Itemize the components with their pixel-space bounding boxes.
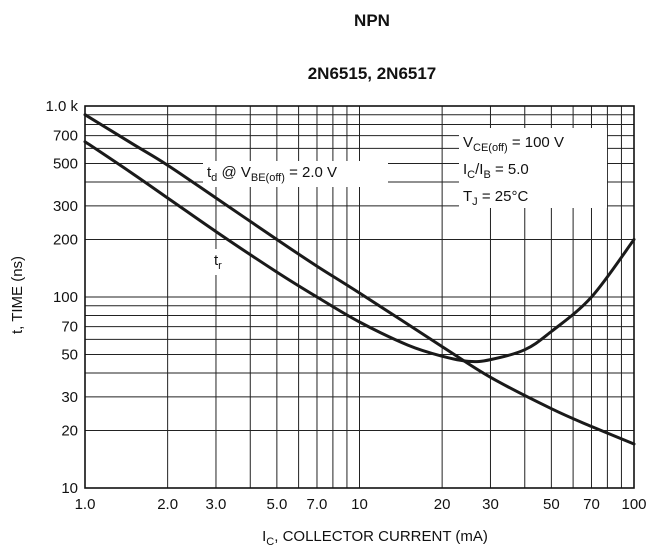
y-tick-label: 20 xyxy=(61,423,78,440)
series-td-line xyxy=(83,113,636,446)
y-tick-label: 200 xyxy=(53,232,78,249)
plot-frame xyxy=(84,105,635,489)
x-axis-label: IC, COLLECTOR CURRENT (mA) xyxy=(262,528,488,548)
x-tick-label: 100 xyxy=(621,496,646,513)
annotation-tj: TJ = 25°C xyxy=(463,188,528,208)
annotation-bg xyxy=(459,128,607,208)
series-tr-label: tr xyxy=(214,252,222,272)
series-td-label-bg xyxy=(203,161,388,187)
y-tick-label: 300 xyxy=(53,198,78,215)
annotation-vce: VCE(off) = 100 V xyxy=(463,134,564,154)
x-tick-label: 2.0 xyxy=(157,496,178,513)
x-axis-label-sub: C xyxy=(266,536,274,548)
conditions-annotation: VCE(off) = 100 V IC/IB = 5.0 TJ = 25°C xyxy=(459,128,607,208)
x-tick-label: 50 xyxy=(543,496,560,513)
series-labels: td @ VBE(off) = 2.0 V tr xyxy=(203,161,388,275)
x-axis-label-rest: , COLLECTOR CURRENT (mA) xyxy=(274,528,488,545)
series-layer xyxy=(83,113,636,446)
y-tick-label: 700 xyxy=(53,128,78,145)
tick-labels: 1.0 2.0 3.0 5.0 7.0 10 20 30 50 70 100 10 20 30 50 70 10… xyxy=(45,98,646,513)
x-tick-label: 10 xyxy=(351,496,368,513)
series-tr-line xyxy=(83,140,636,364)
y-tick-label: 70 xyxy=(61,319,78,336)
y-tick-label: 1.0 k xyxy=(45,98,78,115)
y-axis-label: t, TIME (ns) xyxy=(9,256,26,334)
x-tick-label: 30 xyxy=(482,496,499,513)
y-tick-label: 50 xyxy=(61,346,78,363)
x-tick-label: 7.0 xyxy=(307,496,328,513)
y-tick-label: 500 xyxy=(53,155,78,172)
x-axis-label-main: I xyxy=(262,528,266,545)
annotation-ic-ib: IC/IB = 5.0 xyxy=(463,161,529,181)
x-tick-label: 5.0 xyxy=(266,496,287,513)
y-tick-label: 30 xyxy=(61,389,78,406)
chart-title: NPN xyxy=(354,11,390,30)
x-tick-label: 3.0 xyxy=(206,496,227,513)
x-tick-label: 70 xyxy=(583,496,600,513)
y-tick-label: 100 xyxy=(53,289,78,306)
x-tick-label: 20 xyxy=(434,496,451,513)
series-tr-label-bg xyxy=(210,249,234,275)
y-tick-label: 10 xyxy=(61,480,78,497)
series-td-label: td @ VBE(off) = 2.0 V xyxy=(207,164,337,184)
chart-subtitle: 2N6515, 2N6517 xyxy=(308,64,437,83)
x-tick-label: 1.0 xyxy=(75,496,96,513)
